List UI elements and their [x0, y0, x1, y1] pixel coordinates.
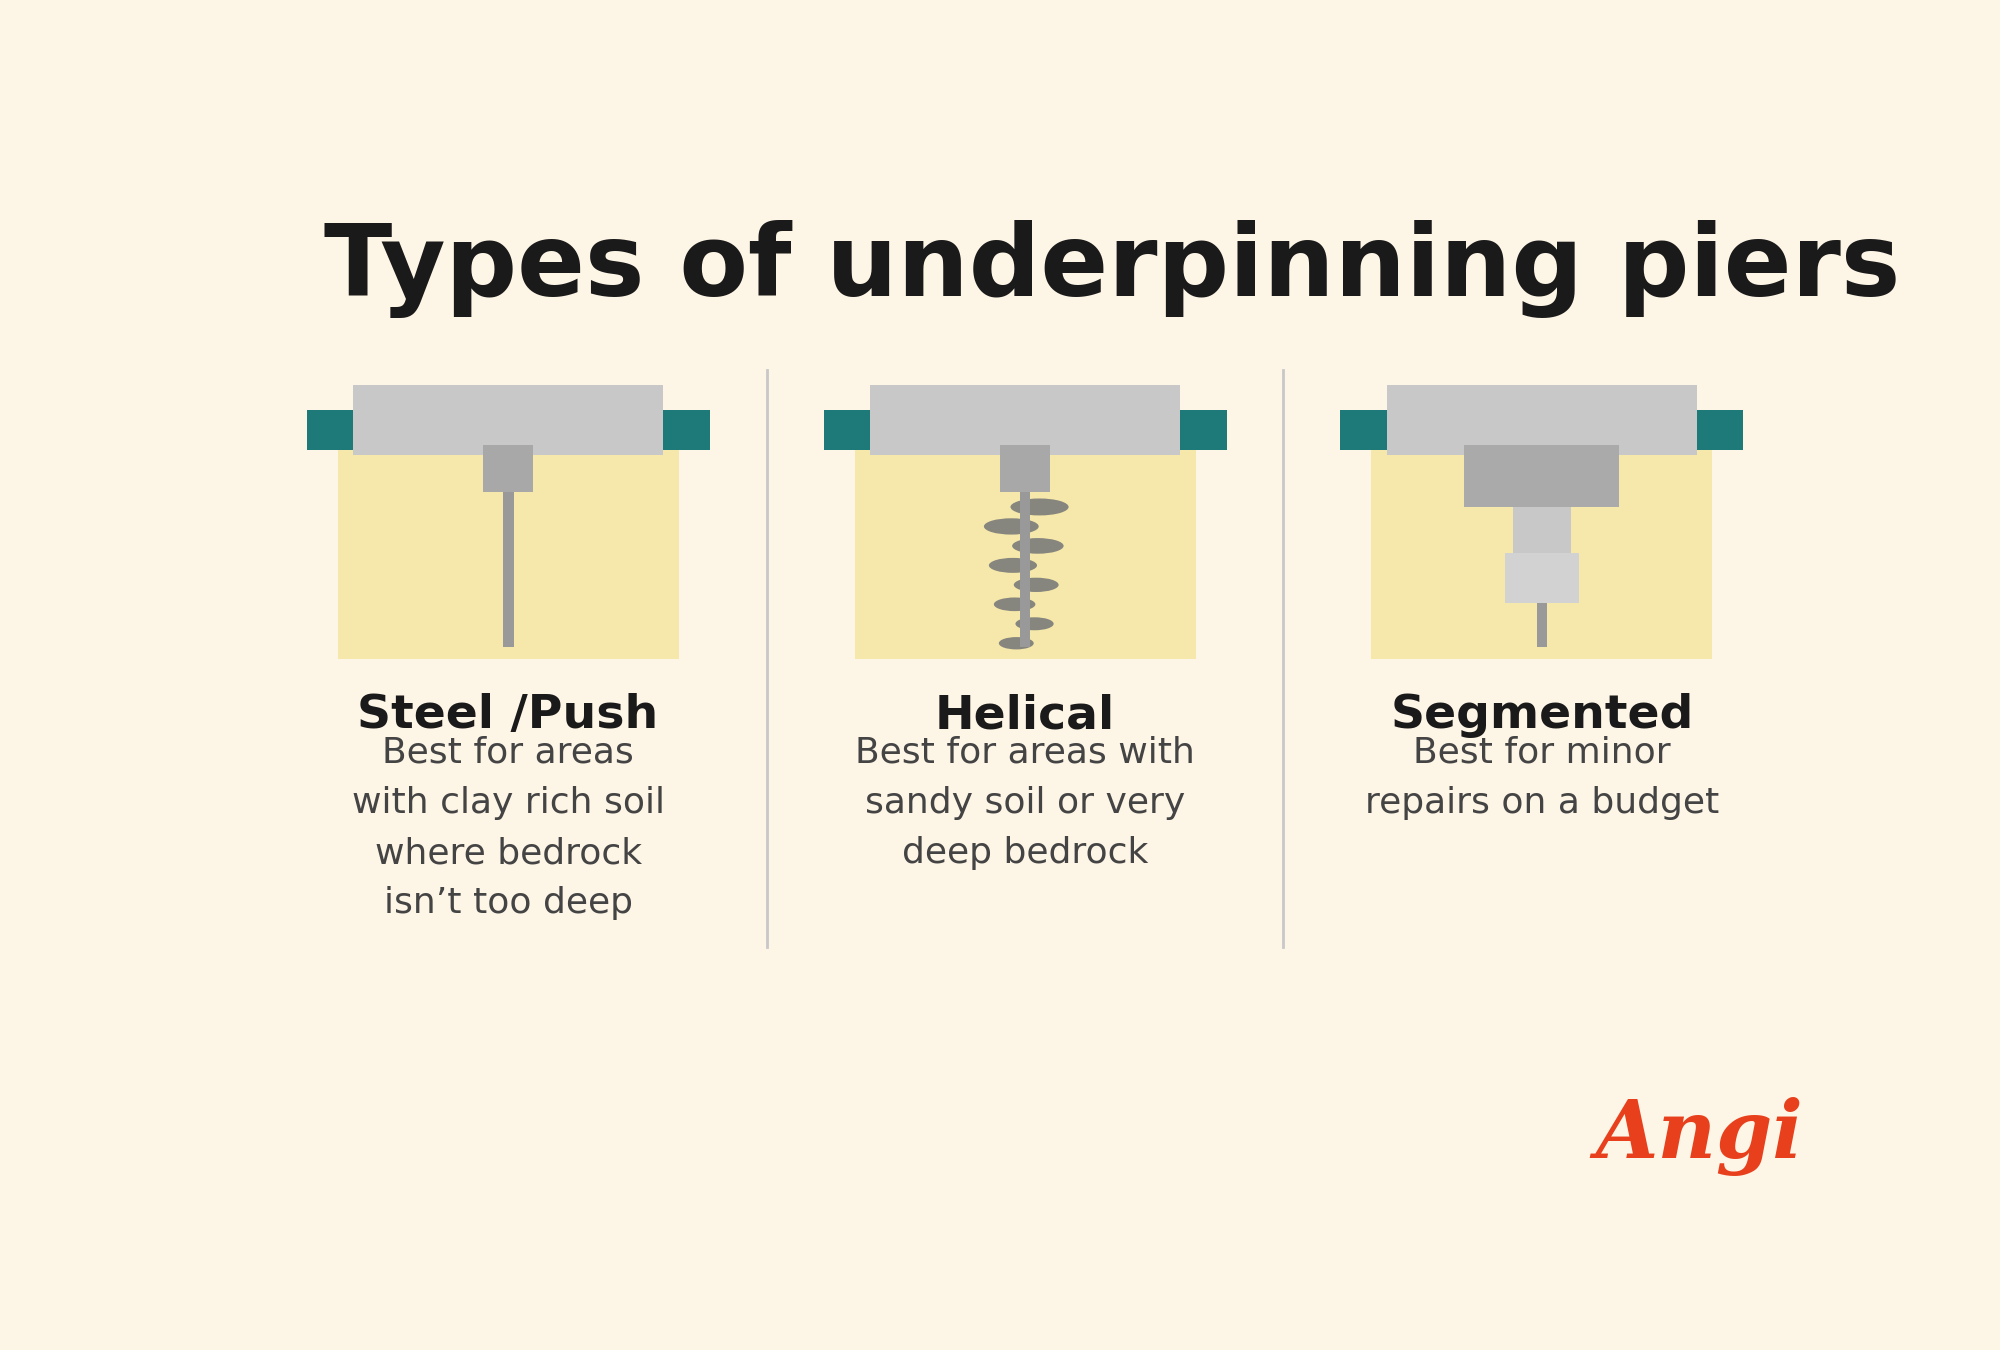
Bar	[870, 385, 1180, 455]
Bar	[1340, 409, 1386, 450]
Bar	[1020, 491, 1030, 647]
Text: Best for areas
with clay rich soil
where bedrock
isn’t too deep: Best for areas with clay rich soil where…	[352, 736, 664, 921]
Bar	[664, 409, 710, 450]
Bar	[482, 446, 534, 491]
Bar	[1512, 508, 1570, 554]
Ellipse shape	[1014, 578, 1058, 593]
Bar	[502, 491, 514, 647]
Ellipse shape	[994, 598, 1036, 612]
Bar	[1506, 554, 1578, 603]
Ellipse shape	[984, 518, 1038, 535]
Bar	[354, 385, 664, 455]
Bar	[854, 447, 1196, 659]
Ellipse shape	[1010, 498, 1068, 516]
Bar	[824, 409, 870, 450]
Text: Best for minor
repairs on a budget: Best for minor repairs on a budget	[1364, 736, 1720, 819]
Text: Angi: Angi	[1596, 1096, 1804, 1176]
Bar	[1180, 409, 1226, 450]
Ellipse shape	[988, 558, 1038, 572]
Bar	[1372, 447, 1712, 659]
Bar	[1386, 385, 1696, 455]
Bar	[1696, 409, 1744, 450]
Ellipse shape	[998, 637, 1034, 649]
Bar	[338, 447, 678, 659]
Text: Segmented: Segmented	[1390, 694, 1694, 738]
Bar	[1464, 446, 1620, 508]
Bar	[1000, 446, 1050, 491]
Text: Steel /Push: Steel /Push	[358, 694, 658, 738]
Bar	[306, 409, 354, 450]
Ellipse shape	[1016, 617, 1054, 630]
Text: Helical: Helical	[934, 694, 1116, 738]
Ellipse shape	[1012, 539, 1064, 553]
Text: Best for areas with
sandy soil or very
deep bedrock: Best for areas with sandy soil or very d…	[856, 736, 1194, 869]
Text: Types of underpinning piers: Types of underpinning piers	[324, 220, 1900, 317]
Bar	[1536, 603, 1548, 647]
